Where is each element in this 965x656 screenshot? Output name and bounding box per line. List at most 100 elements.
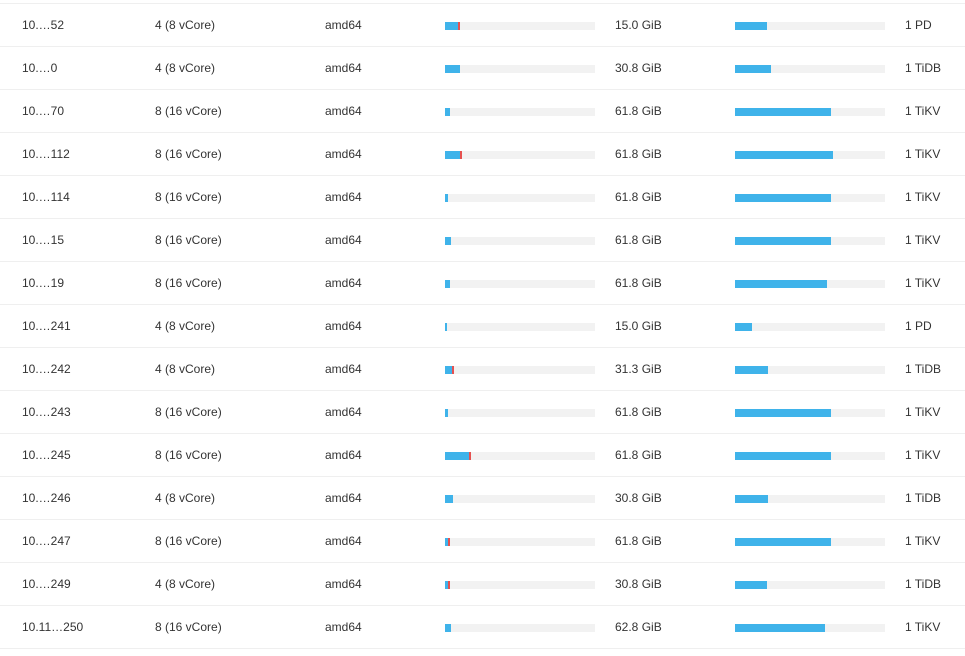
memory-usage-fill bbox=[735, 495, 768, 503]
host-address-text: 10.…242 bbox=[22, 362, 71, 376]
cpu-usage-bar bbox=[445, 409, 595, 417]
host-address: 10.…246 bbox=[22, 477, 71, 519]
table-row[interactable]: 10.…70 8 (16 vCore) amd64 61.8 GiB 1 TiKV bbox=[0, 90, 965, 133]
memory-usage-fill bbox=[735, 409, 831, 417]
table-row[interactable]: 10.11…250 8 (16 vCore) amd64 62.8 GiB 1 TiKV bbox=[0, 606, 965, 649]
cpu-architecture: amd64 bbox=[325, 491, 362, 505]
cpu-peak-marker bbox=[458, 22, 460, 30]
memory-total: 30.8 GiB bbox=[615, 491, 662, 505]
cpu-architecture: amd64 bbox=[325, 147, 362, 161]
cpu-cores: 8 (16 vCore) bbox=[155, 448, 222, 462]
cpu-architecture: amd64 bbox=[325, 233, 362, 247]
cpu-usage-fill bbox=[445, 452, 469, 460]
memory-usage-fill bbox=[735, 108, 831, 116]
host-address-text: 10.11…250 bbox=[22, 620, 84, 634]
table-row[interactable]: 10.…243 8 (16 vCore) amd64 61.8 GiB 1 TiKV bbox=[0, 391, 965, 434]
host-address-text: 10.…112 bbox=[22, 147, 70, 161]
table-row[interactable]: 10.…114 8 (16 vCore) amd64 61.8 GiB 1 TiKV bbox=[0, 176, 965, 219]
memory-total: 62.8 GiB bbox=[615, 620, 662, 634]
host-address: 10.…70 bbox=[22, 90, 64, 132]
cpu-usage-fill bbox=[445, 237, 451, 245]
host-address: 10.…242 bbox=[22, 348, 71, 390]
memory-total: 61.8 GiB bbox=[615, 104, 662, 118]
memory-usage-bar bbox=[735, 151, 885, 159]
memory-usage-bar bbox=[735, 624, 885, 632]
cpu-cores: 4 (8 vCore) bbox=[155, 61, 216, 75]
table-row[interactable]: 10.…112 8 (16 vCore) amd64 61.8 GiB 1 TiKV bbox=[0, 133, 965, 176]
cpu-architecture: amd64 bbox=[325, 18, 362, 32]
cpu-usage-bar bbox=[445, 452, 595, 460]
cpu-usage-bar bbox=[445, 237, 595, 245]
cpu-peak-marker bbox=[459, 151, 462, 159]
host-address-text: 10.…246 bbox=[22, 491, 71, 505]
host-address-cell: 10.…243 bbox=[22, 391, 71, 433]
host-address-text: 10.…114 bbox=[22, 190, 70, 204]
memory-usage-fill bbox=[735, 237, 831, 245]
cpu-usage-bar bbox=[445, 538, 595, 546]
memory-usage-fill bbox=[735, 581, 767, 589]
table-row[interactable]: 10.…246 4 (8 vCore) amd64 30.8 GiB 1 TiDB bbox=[0, 477, 965, 520]
memory-usage-bar bbox=[735, 237, 885, 245]
cpu-architecture: amd64 bbox=[325, 362, 362, 376]
cpu-architecture: amd64 bbox=[325, 104, 362, 118]
cpu-usage-fill bbox=[445, 108, 451, 116]
instances-count: 1 TiDB bbox=[905, 491, 942, 505]
host-address-cell: 10.…19 bbox=[22, 262, 64, 304]
cpu-usage-fill bbox=[445, 323, 448, 331]
memory-usage-bar bbox=[735, 194, 885, 202]
memory-total: 30.8 GiB bbox=[615, 61, 662, 75]
cpu-usage-bar bbox=[445, 624, 595, 632]
host-address: 10.…249 bbox=[22, 563, 71, 605]
cpu-cores: 8 (16 vCore) bbox=[155, 405, 222, 419]
cpu-usage-fill bbox=[445, 65, 460, 73]
host-address-text: 10.…245 bbox=[22, 448, 71, 462]
table-row[interactable]: 10.…249 4 (8 vCore) amd64 30.8 GiB 1 TiDB bbox=[0, 563, 965, 606]
table-row[interactable]: 10.…245 8 (16 vCore) amd64 61.8 GiB 1 TiKV bbox=[0, 434, 965, 477]
cpu-architecture: amd64 bbox=[325, 405, 362, 419]
host-address-cell: 10.11…250 bbox=[22, 606, 83, 648]
table-row[interactable]: 10.…19 8 (16 vCore) amd64 61.8 GiB 1 TiKV bbox=[0, 262, 965, 305]
host-address-cell: 10.…247 bbox=[22, 520, 71, 562]
table-row[interactable]: 10.…52 4 (8 vCore) amd64 15.0 GiB 1 PD bbox=[0, 4, 965, 47]
host-address: 10.…112 bbox=[22, 133, 70, 175]
memory-usage-fill bbox=[735, 624, 825, 632]
table-row[interactable]: 10.…242 4 (8 vCore) amd64 31.3 GiB 1 TiDB bbox=[0, 348, 965, 391]
host-address-cell: 10.…242 bbox=[22, 348, 71, 390]
cpu-cores: 4 (8 vCore) bbox=[155, 491, 216, 505]
memory-usage-fill bbox=[735, 538, 831, 546]
cpu-architecture: amd64 bbox=[325, 534, 362, 548]
instances-count: 1 TiKV bbox=[905, 405, 941, 419]
cpu-cores: 8 (16 vCore) bbox=[155, 276, 222, 290]
table-row[interactable]: 10.…241 4 (8 vCore) amd64 15.0 GiB 1 PD bbox=[0, 305, 965, 348]
memory-total: 30.8 GiB bbox=[615, 577, 662, 591]
cpu-usage-bar bbox=[445, 22, 595, 30]
host-address-text: 10.…241 bbox=[22, 319, 71, 333]
instances-count: 1 TiKV bbox=[905, 448, 941, 462]
memory-usage-fill bbox=[735, 280, 827, 288]
cpu-usage-bar bbox=[445, 65, 595, 73]
instances-count: 1 TiDB bbox=[905, 61, 942, 75]
host-address-cell: 10.…246 bbox=[22, 477, 71, 519]
instances-count: 1 TiKV bbox=[905, 276, 941, 290]
cpu-cores: 4 (8 vCore) bbox=[155, 362, 216, 376]
cpu-architecture: amd64 bbox=[325, 276, 362, 290]
memory-total: 61.8 GiB bbox=[615, 190, 662, 204]
host-address: 10.…0 bbox=[22, 47, 57, 89]
cpu-cores: 8 (16 vCore) bbox=[155, 104, 222, 118]
host-address-text: 10.…247 bbox=[22, 534, 71, 548]
memory-usage-bar bbox=[735, 22, 885, 30]
cpu-usage-fill bbox=[445, 409, 448, 417]
host-address-cell: 10.…249 bbox=[22, 563, 71, 605]
cpu-cores: 8 (16 vCore) bbox=[155, 534, 222, 548]
cpu-cores: 8 (16 vCore) bbox=[155, 190, 222, 204]
memory-usage-fill bbox=[735, 194, 831, 202]
table-row[interactable]: 10.…0 4 (8 vCore) amd64 30.8 GiB 1 TiDB bbox=[0, 47, 965, 90]
table-row[interactable]: 10.…247 8 (16 vCore) amd64 61.8 GiB 1 TiKV bbox=[0, 520, 965, 563]
host-address: 10.…243 bbox=[22, 391, 71, 433]
cpu-usage-fill bbox=[445, 624, 451, 632]
host-address: 10.…114 bbox=[22, 176, 70, 218]
table-row[interactable]: 10.…15 8 (16 vCore) amd64 61.8 GiB 1 TiKV bbox=[0, 219, 965, 262]
cpu-peak-marker bbox=[452, 366, 454, 374]
cpu-usage-fill bbox=[445, 280, 451, 288]
instances-count: 1 TiDB bbox=[905, 577, 942, 591]
